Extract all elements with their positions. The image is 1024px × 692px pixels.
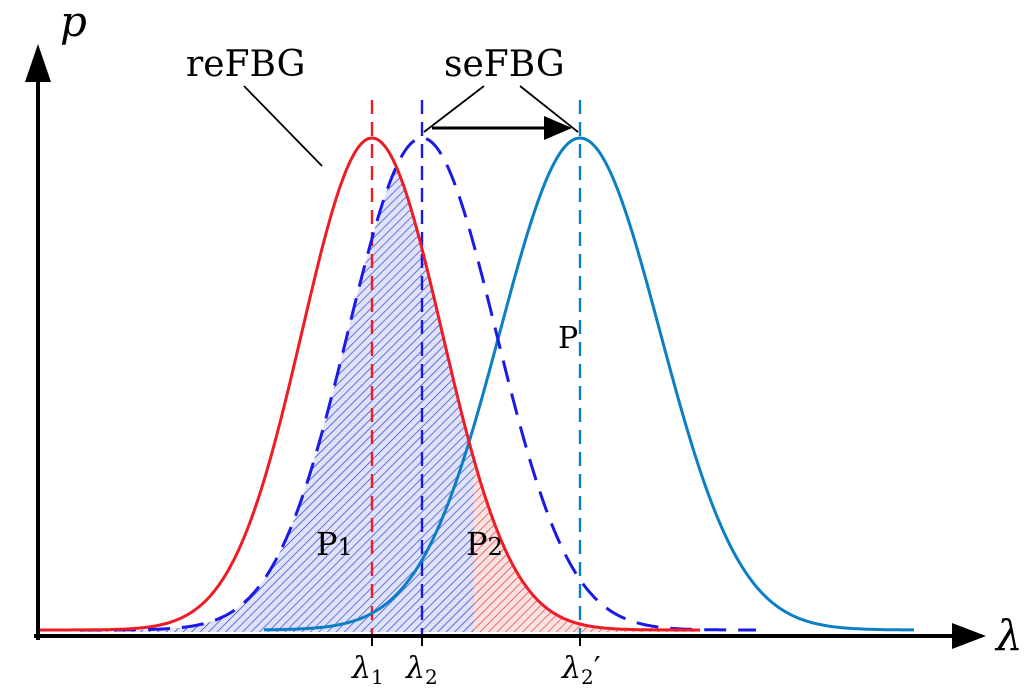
region-p1-label: P1 — [316, 525, 353, 563]
sefbg-leader-line-right — [519, 85, 579, 133]
region-p2-fill — [474, 459, 700, 632]
sefbg-leader-line-left — [423, 85, 485, 133]
x-axis-arrow-icon — [952, 623, 986, 649]
lambda1-tick-label: λ1 — [351, 651, 384, 689]
shift-arrow-head-icon — [544, 116, 572, 140]
sefbg-curve — [80, 136, 756, 632]
y-axis-arrow-icon — [25, 44, 51, 82]
region-p2-label: P2 — [466, 525, 503, 563]
sefbg-shifted-curve — [264, 136, 914, 632]
region-p1-fill — [80, 167, 474, 632]
refbg-curve — [38, 136, 700, 632]
x-axis-label: λ — [994, 611, 1023, 660]
overlap-p-label: P — [558, 321, 578, 356]
lambda2-tick-label: λ2 — [405, 651, 438, 689]
refbg-label: reFBG — [186, 44, 305, 85]
y-axis-label: p — [60, 0, 87, 46]
lambda2-shifted-tick-label: λ2′ — [561, 651, 601, 689]
refbg-leader-line — [243, 85, 323, 167]
sefbg-label: seFBG — [444, 44, 565, 85]
